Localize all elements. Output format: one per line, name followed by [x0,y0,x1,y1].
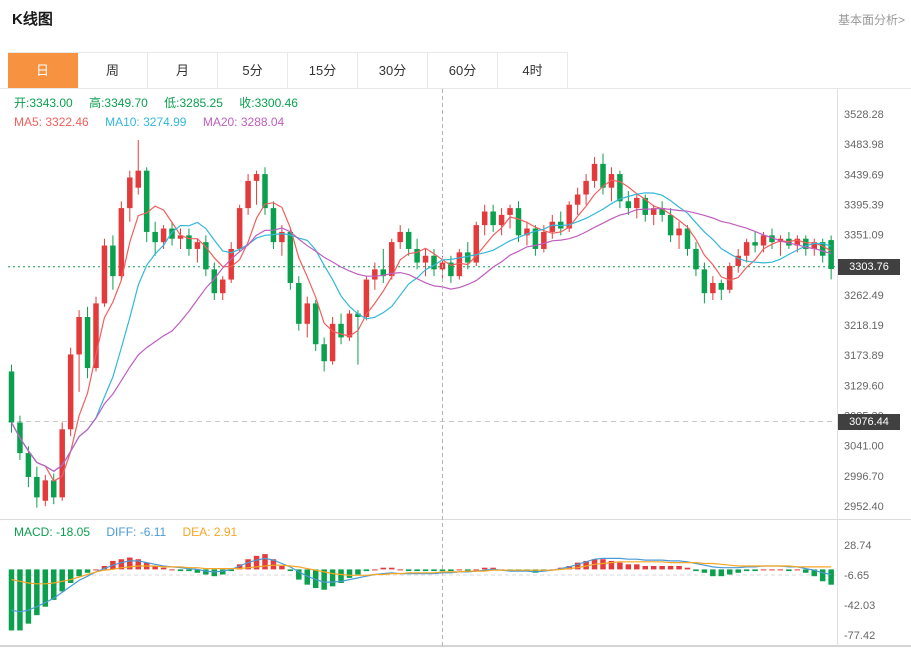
svg-text:3395.39: 3395.39 [844,199,884,211]
tab-30min[interactable]: 30分 [358,53,428,89]
svg-text:3129.60: 3129.60 [844,380,884,392]
tab-month[interactable]: 月 [148,53,218,89]
svg-text:-6.65: -6.65 [844,570,869,582]
page-title: K线图 [12,11,53,28]
ma20-line [10,207,832,473]
tab-4hour[interactable]: 4时 [498,53,568,89]
candles-layer [8,140,834,508]
svg-text:3041.00: 3041.00 [844,441,884,453]
tab-60min[interactable]: 60分 [428,53,498,89]
svg-text:2952.40: 2952.40 [844,501,884,513]
diff-line [11,557,832,613]
ma5-line [10,179,832,482]
svg-text:3483.98: 3483.98 [844,139,884,151]
svg-text:-42.03: -42.03 [844,600,875,612]
svg-text:3351.09: 3351.09 [844,230,884,242]
macd-histogram [8,554,834,631]
dea-line [11,561,832,585]
price-axis-labels: 3528.283483.983439.693395.393351.093306.… [844,109,884,642]
fundamental-analysis-link[interactable]: 基本面分析> [837,13,905,27]
tab-day[interactable]: 日 [8,53,78,89]
svg-text:2996.70: 2996.70 [844,471,884,483]
reference-price-badge: 3076.44 [838,414,900,430]
svg-text:3439.69: 3439.69 [844,169,884,181]
svg-text:3173.89: 3173.89 [844,350,884,362]
tab-week[interactable]: 周 [78,53,148,89]
tab-15min[interactable]: 15分 [288,53,358,89]
svg-text:-77.42: -77.42 [844,630,875,642]
current-price-badge: 3303.76 [838,259,900,275]
svg-text:28.74: 28.74 [844,540,872,552]
svg-text:3528.28: 3528.28 [844,109,884,121]
svg-text:3262.49: 3262.49 [844,290,884,302]
svg-text:3218.19: 3218.19 [844,320,884,332]
interval-tabs: 日 周 月 5分 15分 30分 60分 4时 [8,52,568,89]
tab-5min[interactable]: 5分 [218,53,288,89]
ma10-line [10,192,832,473]
